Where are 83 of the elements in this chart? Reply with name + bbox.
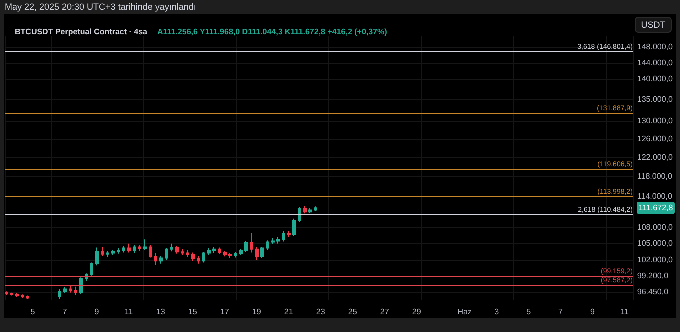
text: 111.672,8 <box>638 204 674 213</box>
candlestick <box>314 206 317 212</box>
x-tick-label: 11 <box>620 308 630 316</box>
x-tick-label: 7 <box>62 308 68 316</box>
y-tick-label: 144.000,0 <box>637 58 674 68</box>
x-tick-label: 21 <box>284 308 294 316</box>
candlestick <box>63 287 67 294</box>
candlestick <box>159 256 163 264</box>
candlestick <box>197 256 200 264</box>
x-tick-label: 5 <box>526 308 532 316</box>
candlestick <box>127 243 131 254</box>
x-tick-label: 17 <box>220 308 230 316</box>
y-tick-label: 126.000,0 <box>637 134 674 144</box>
candlestick <box>308 208 312 214</box>
candlestick <box>122 246 125 254</box>
text: USDT <box>641 20 666 30</box>
candlestick <box>90 262 93 276</box>
y-tick-label: 102.000,0 <box>637 255 674 264</box>
x-tick-label: 15 <box>188 308 198 316</box>
candlestick <box>303 206 307 214</box>
candlestick <box>255 246 259 262</box>
candlestick <box>10 292 13 296</box>
x-tick-label: 19 <box>252 308 262 316</box>
candlestick <box>154 252 157 266</box>
candlestick <box>250 232 253 254</box>
y-tick-label: 99.200,0 <box>637 271 670 280</box>
x-tick-label: Haz <box>458 308 472 316</box>
candlestick <box>133 245 136 254</box>
candlestick <box>58 288 61 300</box>
candlestick <box>95 247 99 266</box>
chart-subtitle: May 22, 2025 20:30 UTC+3 tarihinde yayınlandı <box>5 1 196 13</box>
candlestick <box>149 245 152 258</box>
candlestick <box>218 247 221 255</box>
x-tick-label: 5 <box>30 308 36 316</box>
candlestick <box>117 248 120 254</box>
candlestick <box>186 250 189 258</box>
candlestick <box>69 286 72 294</box>
candlestick <box>101 246 104 257</box>
candlestick <box>234 252 237 258</box>
y-tick-label: 140.000,0 <box>637 74 674 84</box>
x-tick-label: 23 <box>316 308 326 316</box>
candlestick <box>26 295 29 300</box>
x-tick-label: 27 <box>380 308 390 316</box>
candlestick <box>15 292 19 298</box>
candlestick <box>287 230 291 238</box>
candlestick <box>292 218 296 237</box>
candlestick <box>165 248 168 260</box>
candlestick <box>175 246 179 254</box>
candlestick <box>170 243 173 252</box>
candlestick <box>138 244 141 252</box>
y-tick-label: 105.000,0 <box>637 238 674 248</box>
y-tick-label: 114.000,0 <box>637 192 673 201</box>
annotation: A111.256,6 Y111.968,0 D111.044,3 K111.672,8 +416,2 (+0,37%) <box>157 28 388 36</box>
x-tick-label: 11 <box>124 308 134 316</box>
candlestick <box>5 291 8 296</box>
x-tick-label: 7 <box>558 308 564 316</box>
x-tick-label: 25 <box>348 308 358 316</box>
y-tick-label: 135.000,0 <box>637 95 674 104</box>
candlestick <box>260 246 264 259</box>
candlestick <box>111 249 115 256</box>
y-tick-label: 130.000,0 <box>637 116 674 126</box>
chart-title: BTCUSDT Perpetual Contract · 4sa <box>15 28 148 36</box>
candlestick <box>191 252 195 262</box>
candlestick <box>143 239 147 251</box>
y-tick-label: 108.000,0 <box>637 222 674 232</box>
x-tick-label: 9 <box>94 308 100 316</box>
candlestick <box>79 277 83 295</box>
candlestick <box>181 248 184 256</box>
candlestick <box>74 286 77 296</box>
x-tick-label: 9 <box>590 308 596 316</box>
x-tick-label: 13 <box>156 308 166 316</box>
candlestick <box>106 250 109 258</box>
x-tick-label: 29 <box>412 308 422 316</box>
candlestick <box>282 231 285 242</box>
candlestick <box>266 240 269 250</box>
candlestick <box>202 252 205 264</box>
y-tick-label: 118.000,0 <box>637 172 673 182</box>
candlestick <box>298 206 301 224</box>
y-tick-label: 96.450,0 <box>637 287 670 296</box>
y-tick-label: 122.000,0 <box>637 153 674 162</box>
x-tick-label: 3 <box>494 308 500 316</box>
y-tick-label: 148.000,0 <box>637 42 674 52</box>
candlestick <box>21 294 24 299</box>
